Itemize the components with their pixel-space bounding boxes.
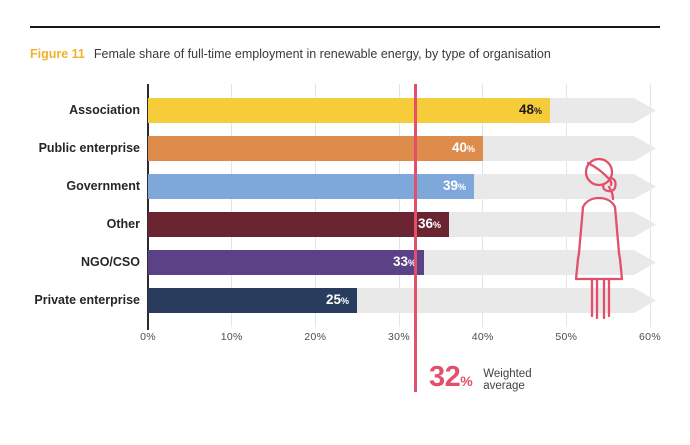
bar-value-label: 40% — [451, 140, 475, 155]
female-figure-icon — [574, 157, 624, 320]
x-tick-label: 60% — [639, 331, 661, 343]
category-label: Association — [69, 103, 140, 117]
bar-value-label: 33% — [392, 254, 416, 269]
bar-value-label: 25% — [325, 292, 349, 307]
gridline — [398, 84, 400, 327]
x-tick-label: 40% — [471, 331, 494, 343]
weighted-average-annotation: 32% Weighted average — [429, 362, 532, 396]
bar: 48% — [148, 98, 550, 123]
top-rule — [30, 26, 660, 28]
category-label: NGO/CSO — [80, 255, 140, 269]
bar: 39% — [148, 174, 474, 199]
x-tick-label: 20% — [304, 331, 327, 343]
figure-title: Female share of full-time employment in … — [93, 47, 551, 61]
gridline — [314, 84, 316, 327]
weighted-average-percent-sign: % — [460, 373, 473, 389]
x-tick-label: 50% — [555, 331, 578, 343]
x-axis: 0% 10% 20% 30% 40% 50% 60% — [140, 331, 661, 345]
weighted-average-label-line2: average — [483, 380, 525, 393]
figure-label: Figure 11 — [30, 47, 85, 61]
bar-value-label: 48% — [518, 102, 542, 117]
plot-area: 48% 40% 39% 36% 33% 25% — [147, 84, 656, 330]
bar-value-label: 36% — [417, 216, 441, 231]
weighted-average-number: 32 — [429, 361, 461, 393]
bar: 33% — [148, 250, 424, 275]
category-label: Other — [106, 217, 140, 231]
category-label: Public enterprise — [38, 141, 140, 155]
weighted-average-label-line1: Weighted — [483, 367, 532, 380]
category-labels: Association Public enterprise Government Ot… — [0, 84, 140, 344]
bar: 40% — [148, 136, 483, 161]
bar: 36% — [148, 212, 449, 237]
weighted-average-label: Weighted average — [483, 368, 531, 396]
x-tick-label: 0% — [140, 331, 156, 343]
gridline — [649, 84, 651, 327]
gridline — [482, 84, 484, 327]
category-label: Government — [66, 179, 140, 193]
bar: 25% — [148, 288, 357, 313]
gridline — [565, 84, 567, 327]
figure-caption: Figure 11 Female share of full-time emplo… — [30, 47, 551, 61]
y-axis-line — [147, 84, 149, 330]
gridline — [231, 84, 233, 327]
x-tick-label: 30% — [388, 331, 410, 343]
weighted-average-value: 32% — [429, 361, 473, 396]
weighted-average-line — [414, 84, 418, 392]
x-tick-label: 10% — [220, 331, 243, 343]
bar-value-label: 39% — [442, 178, 466, 193]
category-label: Private enterprise — [34, 293, 140, 307]
